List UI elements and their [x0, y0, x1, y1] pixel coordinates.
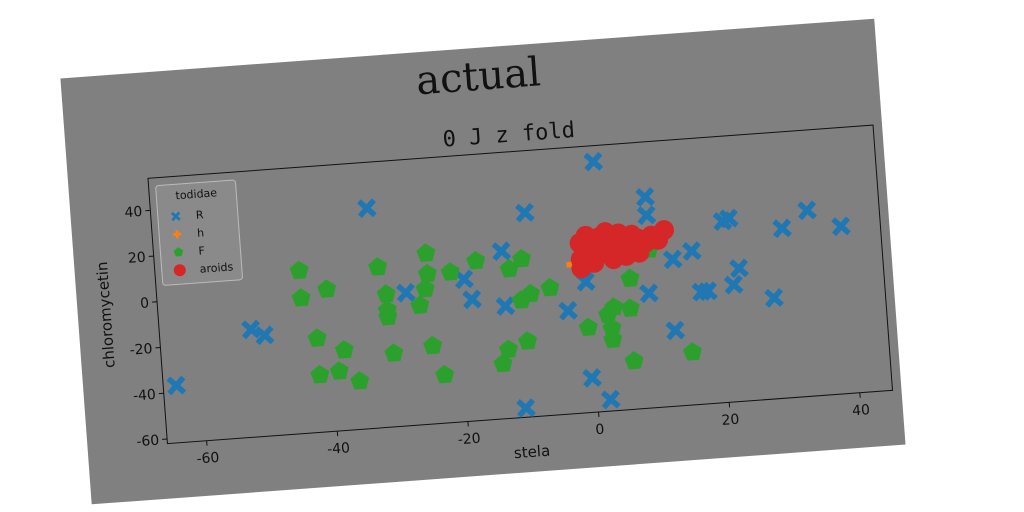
figure: actual 0 J z fold stela chloromycetin to…: [60, 18, 906, 505]
x-marker: [665, 320, 686, 341]
pentagon-marker: [540, 277, 560, 297]
legend-label: h: [197, 226, 205, 239]
pentagon-marker: [466, 250, 486, 270]
x-marker: [797, 200, 817, 221]
pentagon-marker: [578, 317, 598, 337]
pentagon-marker: [329, 361, 349, 380]
pentagon-marker: [498, 339, 518, 359]
pentagon-marker: [435, 364, 455, 384]
x-marker: [635, 187, 655, 207]
x-marker: [558, 300, 578, 321]
pentagon-marker: [334, 340, 354, 359]
x-marker: [639, 283, 659, 304]
pentagon-marker: [291, 288, 311, 307]
axes-frame: [147, 124, 894, 445]
circle-marker: [595, 222, 616, 243]
x-axis-label: stela: [513, 442, 551, 463]
x-marker: [636, 205, 657, 226]
legend-label: R: [195, 208, 204, 222]
pentagon-marker: [415, 279, 435, 298]
x-marker: [515, 202, 535, 223]
x-tick-label: -40: [327, 440, 351, 458]
legend-label: F: [198, 244, 205, 257]
pentagon-marker: [173, 247, 184, 257]
x-marker: [495, 296, 516, 316]
pentagon-marker: [602, 318, 622, 337]
x-marker: [170, 211, 181, 222]
y-tick-label: 20: [127, 250, 146, 267]
pentagon-marker: [416, 243, 436, 262]
plot-area: [166, 151, 851, 418]
pentagon-marker: [620, 268, 640, 288]
pentagon-marker: [378, 307, 398, 326]
x-tick-label: -20: [457, 431, 481, 449]
x-marker: [729, 258, 749, 279]
figure-title: actual: [415, 49, 543, 104]
x-marker: [764, 288, 784, 308]
pentagon-marker: [350, 371, 370, 390]
pentagon-marker: [384, 343, 404, 362]
x-marker: [583, 151, 604, 172]
legend-box: [155, 179, 243, 286]
pentagon-marker: [682, 342, 702, 361]
pentagon-marker: [511, 248, 531, 268]
x-marker: [600, 389, 621, 410]
pentagon-marker: [368, 257, 388, 276]
x-tick-label: 0: [595, 422, 605, 439]
pentagon-marker: [604, 297, 624, 316]
pentagon-marker: [521, 283, 541, 303]
y-tick-label: -20: [129, 341, 153, 359]
x-marker: [241, 319, 261, 340]
pentagon-marker: [624, 351, 644, 370]
pentagon-marker: [417, 263, 437, 283]
x-marker: [582, 368, 602, 388]
x-marker: [454, 269, 474, 290]
x-marker: [719, 208, 739, 229]
pentagon-marker: [317, 279, 337, 298]
x-marker: [662, 249, 683, 270]
y-tick-label: -40: [132, 387, 156, 405]
pentagon-marker: [493, 353, 513, 373]
y-tick-label: 40: [124, 204, 143, 221]
pentagon-marker: [310, 364, 330, 384]
legend-label: aroids: [199, 260, 234, 275]
x-marker: [491, 241, 512, 262]
pentagon-marker: [376, 284, 396, 303]
x-tick-label: -60: [196, 450, 220, 468]
x-marker: [462, 289, 482, 310]
x-marker: [357, 198, 377, 219]
pentagon-marker: [518, 331, 537, 350]
x-marker: [698, 281, 718, 302]
x-marker: [166, 375, 187, 396]
pentagon-marker: [499, 259, 519, 278]
x-marker: [396, 282, 416, 303]
pentagon-marker: [423, 335, 443, 355]
plus-marker: [173, 230, 182, 239]
y-tick-label: -60: [136, 433, 160, 451]
pentagon-marker: [410, 295, 430, 314]
legend-title: todidae: [175, 186, 218, 202]
x-marker: [772, 218, 792, 239]
pentagon-marker: [307, 328, 327, 347]
x-marker: [681, 241, 702, 261]
circle-marker: [571, 258, 592, 279]
pentagon-marker: [289, 260, 309, 280]
y-tick-label: 0: [140, 295, 150, 312]
pentagon-marker: [440, 262, 460, 281]
x-marker: [831, 216, 851, 237]
circle-marker: [654, 220, 675, 241]
circle-marker: [173, 264, 186, 277]
x-tick-label: 20: [721, 412, 740, 429]
x-marker: [723, 274, 744, 295]
x-marker: [516, 398, 536, 418]
pentagon-marker: [620, 298, 640, 317]
x-marker: [254, 325, 275, 346]
x-tick-label: 40: [852, 402, 871, 419]
